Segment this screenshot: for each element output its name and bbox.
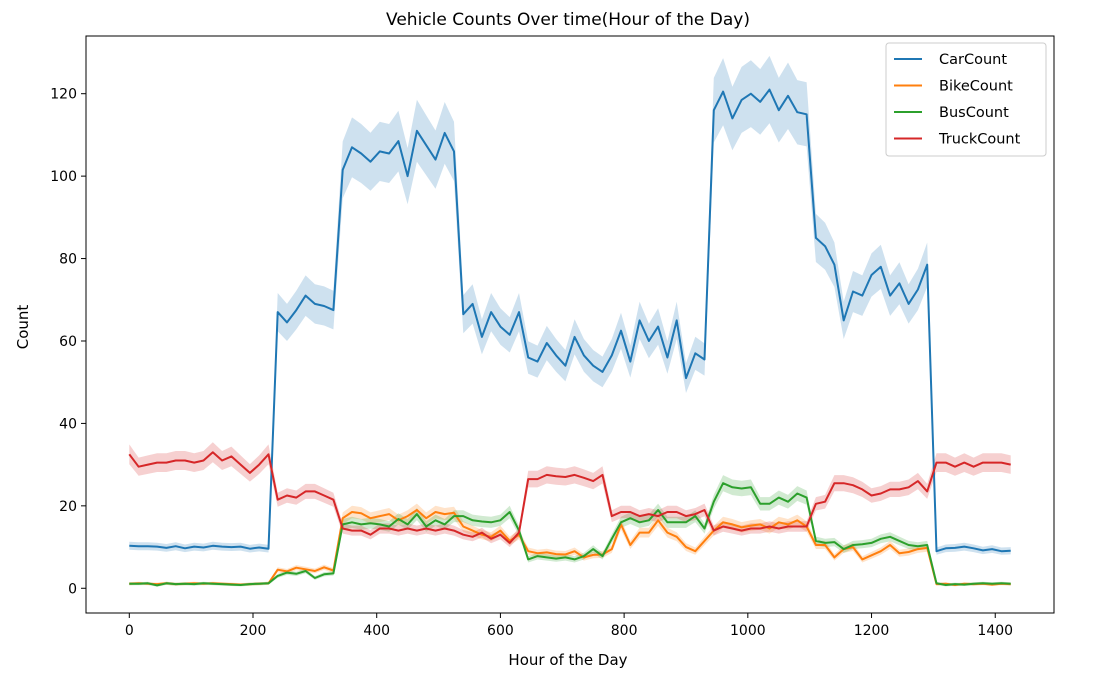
legend-label-buscount: BusCount <box>939 105 1009 121</box>
bikecount-line <box>129 509 1011 586</box>
x-axis-label: Hour of the Day <box>508 651 627 669</box>
series-lines <box>128 88 1011 587</box>
x-tick-label: 600 <box>487 623 514 639</box>
y-tick-label: 40 <box>59 416 77 432</box>
y-tick-label: 120 <box>50 87 77 103</box>
x-tick-label: 1000 <box>730 623 766 639</box>
chart-title: Vehicle Counts Over time(Hour of the Day… <box>386 10 750 30</box>
truckcount-band <box>129 442 1011 548</box>
carcount-band <box>129 55 1011 555</box>
x-tick-label: 200 <box>240 623 267 639</box>
plot-frame <box>85 35 1055 614</box>
legend-box <box>885 42 1047 157</box>
y-tick-label: 60 <box>59 334 77 350</box>
y-tick-label: 100 <box>50 169 77 185</box>
axes: 0 200 400 600 800 1000 1200 1400 0 20 40 60 80 100 120 <box>50 35 1055 639</box>
y-tick-label: 20 <box>59 499 77 515</box>
x-tick-label: 0 <box>125 623 134 639</box>
x-tick-label: 800 <box>611 623 638 639</box>
legend-label-bikecount: BikeCount <box>939 79 1013 95</box>
legend-label-truckcount: TruckCount <box>938 132 1021 148</box>
y-tick-label: 0 <box>68 581 77 597</box>
legend: CarCount BikeCount BusCount TruckCount <box>885 42 1047 157</box>
buscount-line <box>129 482 1011 587</box>
truckcount-line <box>128 451 1011 544</box>
x-tick-label: 400 <box>363 623 390 639</box>
x-tick-label: 1200 <box>854 623 890 639</box>
legend-label-carcount: CarCount <box>939 52 1007 68</box>
x-tick-label: 1400 <box>977 623 1013 639</box>
carcount-line <box>129 88 1011 553</box>
buscount-band <box>129 475 1011 587</box>
y-tick-label: 80 <box>59 252 77 268</box>
y-axis-label: Count <box>14 305 32 350</box>
confidence-bands <box>129 55 1011 587</box>
